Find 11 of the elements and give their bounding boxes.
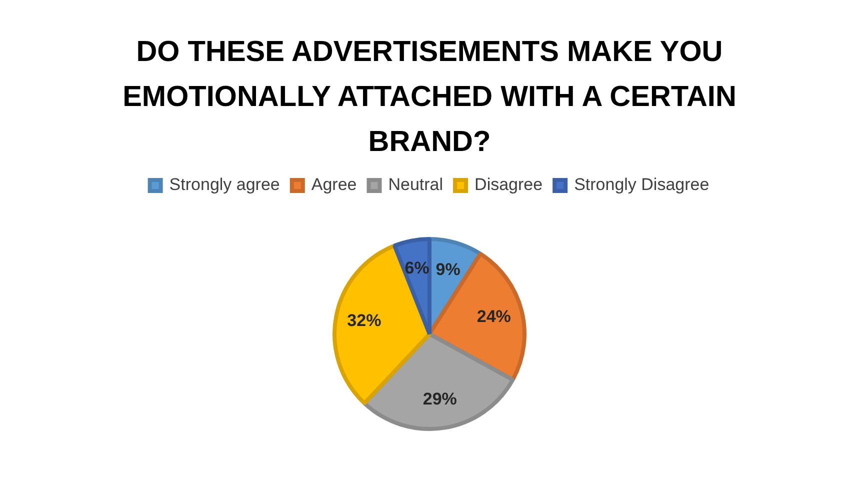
data-label: 9% — [436, 260, 460, 279]
legend-label: Neutral — [388, 175, 444, 194]
legend-label: Disagree — [474, 175, 543, 194]
data-label: 24% — [476, 307, 511, 326]
data-label: 6% — [404, 258, 430, 278]
data-label: 32% — [347, 311, 382, 330]
legend-label: Strongly agree — [169, 175, 280, 194]
legend-label: Agree — [311, 175, 357, 194]
legend-label: Strongly Disagree — [574, 175, 710, 194]
data-label: 29% — [422, 389, 457, 408]
chart-title: DO THESE ADVERTISEMENTS MAKE YOU EMOTIONALLY ATTACHED WITH A CERTAIN BRAND? — [122, 35, 738, 160]
